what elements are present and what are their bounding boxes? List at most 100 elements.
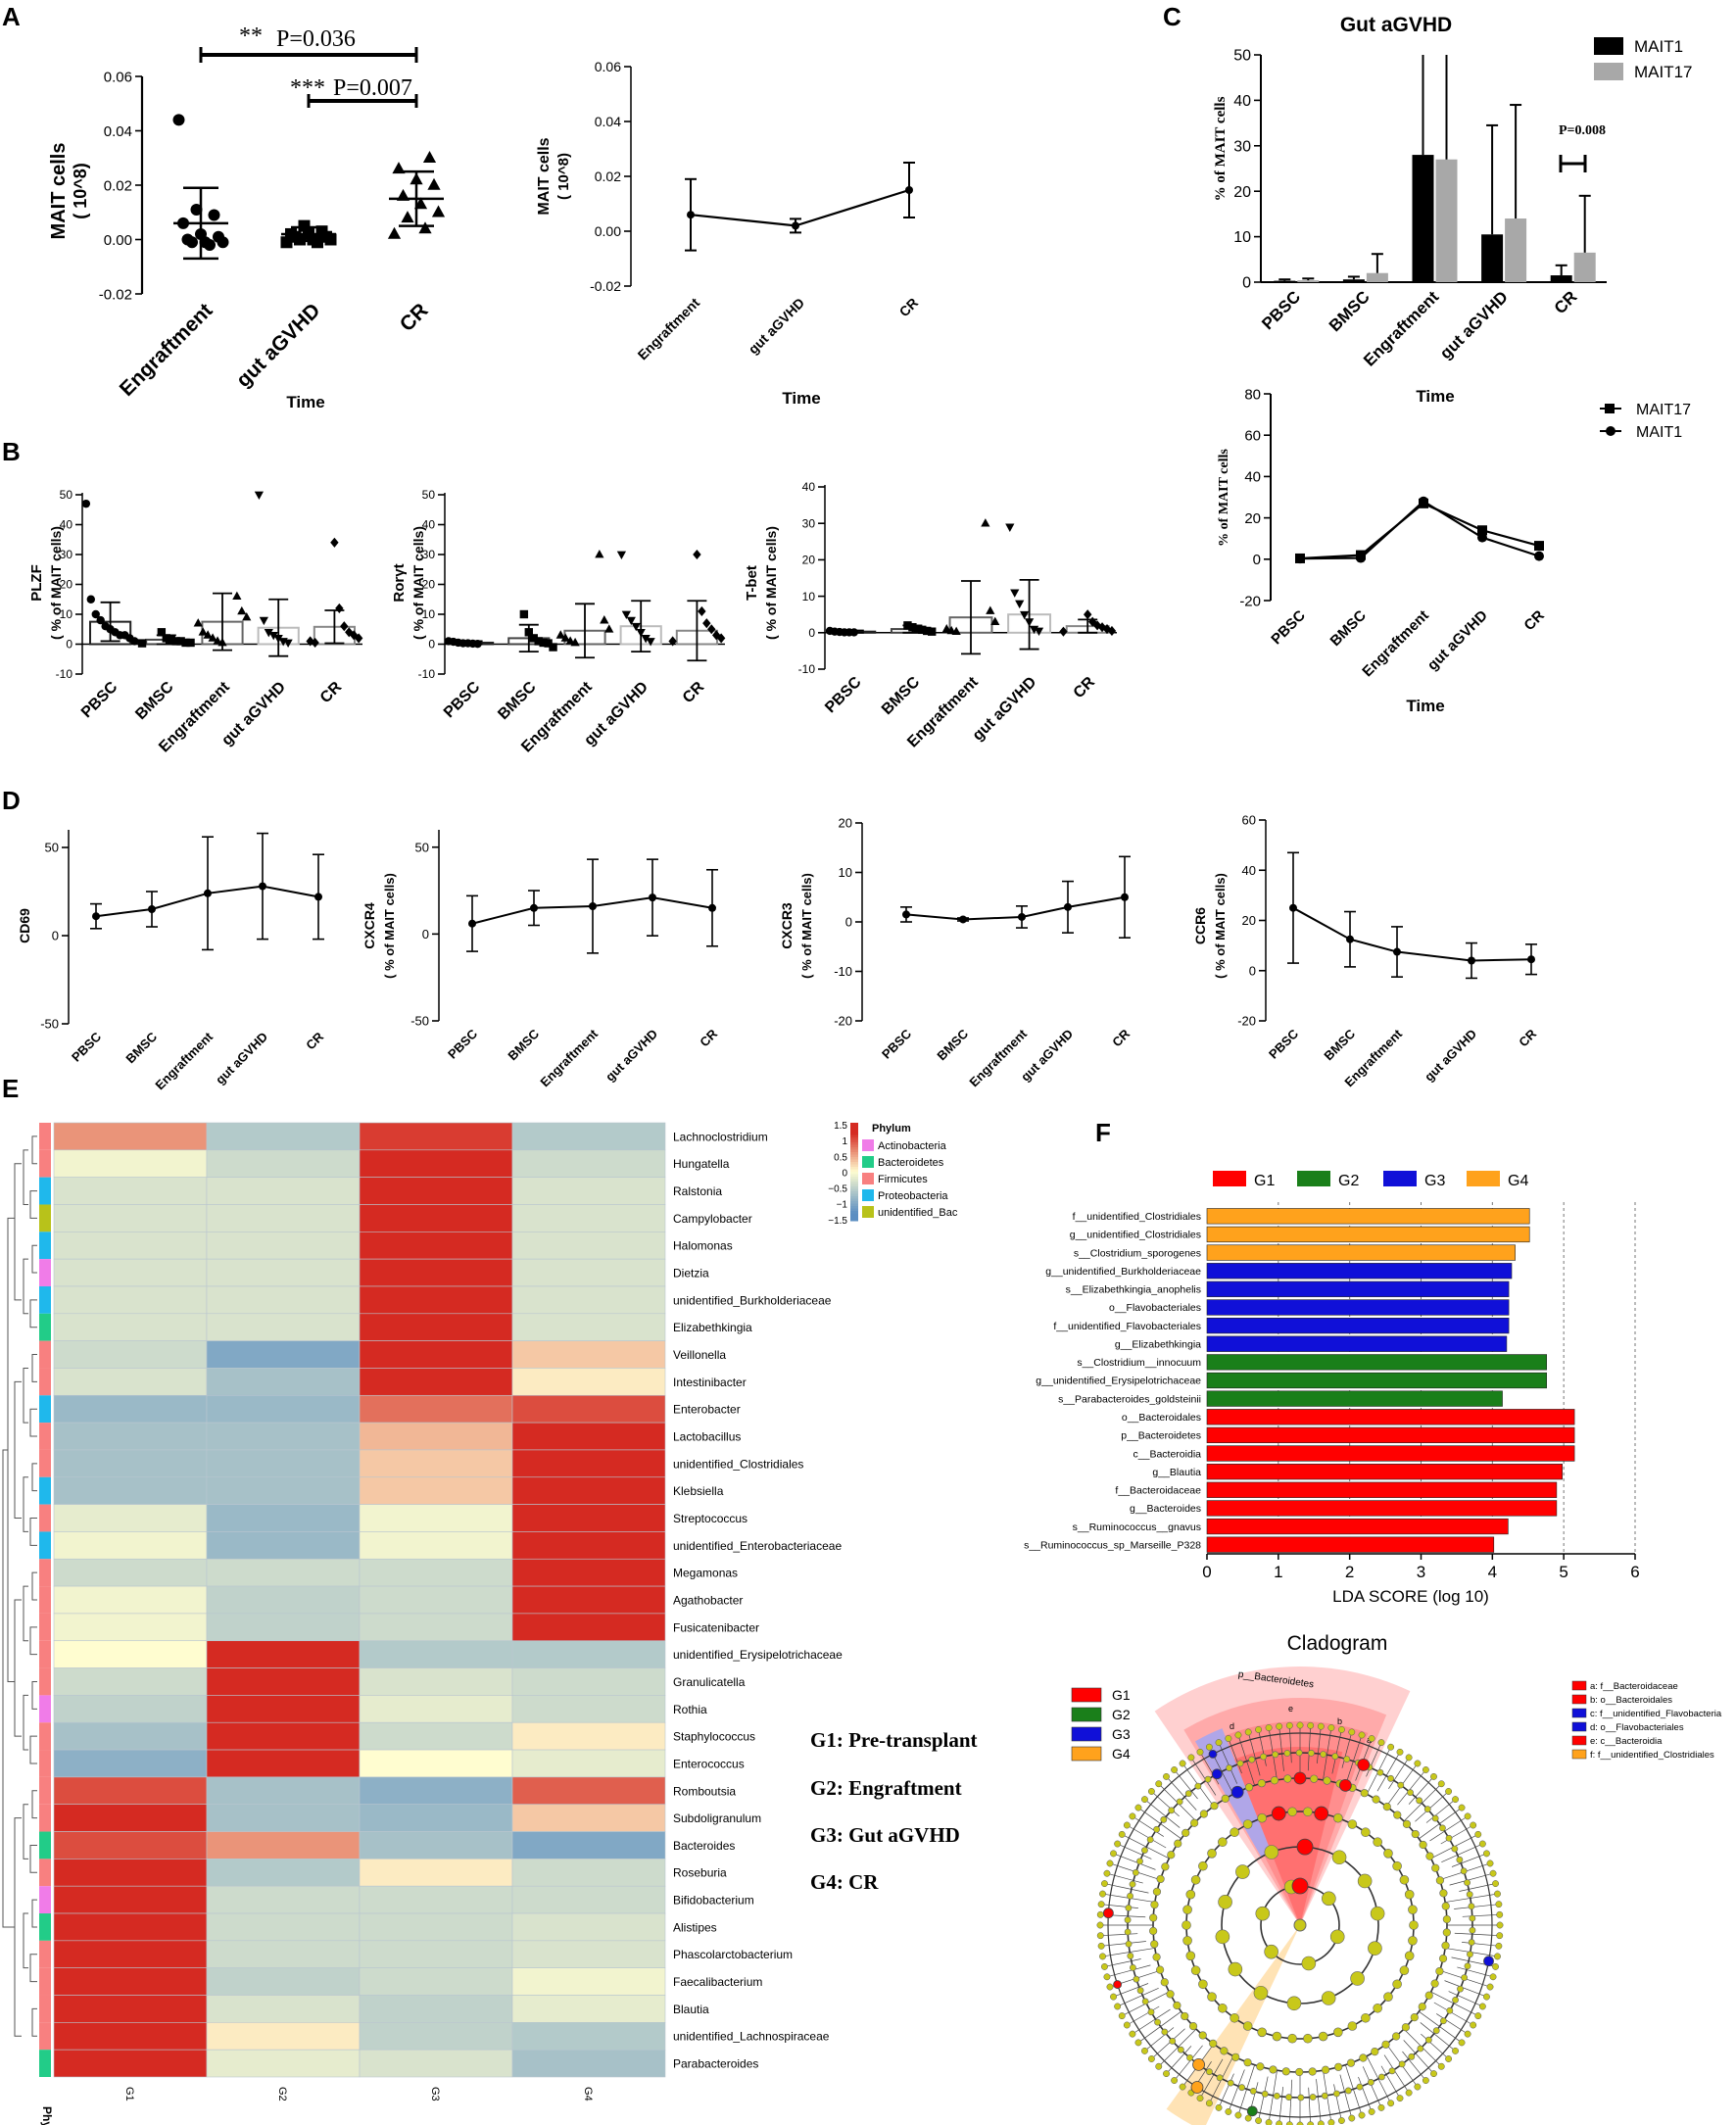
scale-step [850, 1135, 858, 1138]
clado-node [1356, 2083, 1364, 2091]
heat-row-label-19: unidentified_Erysipelotrichaceae [673, 1648, 843, 1662]
clado-key-label-4: e: c__Bacteroidia [1590, 1736, 1663, 1747]
heat-cell-3-0 [53, 1204, 208, 1232]
lda-bar-3 [1206, 1263, 1513, 1280]
d2-ylabel: CXCR4 [362, 902, 377, 949]
clado-node [1230, 1827, 1239, 1838]
b-roryt-pt-4-4 [712, 630, 721, 641]
panel-d-cxcr4: CXCR4 ( % of MAIT cells) 50 0 -50 PBSC BMSCE… [362, 830, 721, 1089]
lda-bar-16 [1206, 1500, 1558, 1517]
clado-node [1285, 2094, 1292, 2101]
c1-xcat-3: gut aGVHD [1436, 287, 1512, 362]
note-g1: G1: Pre-transplant [810, 1728, 978, 1752]
clado-spoke [1451, 1853, 1487, 1867]
c2-ytick-label-3: 20 [1244, 510, 1261, 527]
heat-row-label-6: unidentified_Burkholderiaceae [673, 1293, 832, 1307]
heat-cell-16-3 [511, 1558, 666, 1587]
clado-node [1392, 2032, 1401, 2041]
clado-highlight-8 [1293, 1771, 1307, 1785]
heat-cell-24-1 [206, 1776, 361, 1806]
clado-node [1411, 1829, 1420, 1839]
clado-leaf [1141, 2047, 1148, 2054]
clado-spoke [1408, 1776, 1434, 1805]
d-cxcr4-ytick-label-1: 0 [422, 927, 429, 942]
heat-row-label-23: Enterococcus [673, 1757, 745, 1770]
a2-series-line [690, 188, 910, 227]
c2-pt-MAIT1-3 [1477, 532, 1487, 543]
heat-cell-24-3 [511, 1776, 666, 1806]
clado-highlight-9 [1357, 1758, 1371, 1771]
heat-cell-19-2 [359, 1640, 513, 1668]
phylum-swatch-2 [862, 1173, 874, 1184]
a2-ytick-label-1: 0.04 [595, 114, 621, 129]
clado-spoke [1358, 2076, 1373, 2112]
clado-node [1424, 1991, 1433, 2000]
lda-xtick-label-5: 5 [1559, 1563, 1567, 1581]
lda-legend-swatch-0 [1213, 1171, 1246, 1186]
lda-bar-label-5: o__Flavobacteriales [1109, 1302, 1201, 1314]
clado-leaf [1101, 1962, 1108, 1970]
lda-xlabel: LDA SCORE (log 10) [1332, 1587, 1489, 1606]
clado-node [1124, 1928, 1132, 1936]
clado-node [1308, 2067, 1317, 2076]
clado-node [1190, 1818, 1199, 1827]
clado-node [1387, 1774, 1394, 1782]
d4-ylabel-unit: ( % of MAIT cells) [1213, 873, 1228, 979]
clado-leaf [1096, 1910, 1104, 1918]
clado-leaf [1101, 1880, 1108, 1888]
clado-leaf [1244, 1728, 1252, 1736]
clado-spoke [1237, 2064, 1255, 2116]
c1-bar-MAIT17-3 [1505, 218, 1527, 282]
b-tbet-pt-3-6 [1034, 627, 1044, 636]
b-tbet-pt-1-5 [928, 627, 937, 636]
b-roryt-xcat-4: CR [680, 678, 708, 706]
dendro-branch [31, 1790, 37, 1819]
phylum-cell-9 [39, 1368, 51, 1396]
clado-leaf [1215, 2103, 1223, 2111]
b-roryt-pt-2-0 [595, 549, 604, 558]
scale-step [850, 1157, 858, 1160]
phylum-cell-0 [39, 1123, 51, 1150]
clado-legend-swatch-3 [1071, 1746, 1102, 1762]
clado-spoke [1144, 2027, 1175, 2052]
lda-bar-2 [1206, 1244, 1516, 1261]
clado-node [1401, 2023, 1410, 2032]
heat-cell-23-0 [53, 1749, 208, 1778]
clado-leaf [1114, 1840, 1122, 1848]
d-cxcr3-xcat-0: PBSC [879, 1026, 915, 1062]
a1-ytick-label-3: 0.00 [104, 232, 132, 249]
d-cd69-pt-3 [259, 882, 266, 891]
scale-step [850, 1193, 858, 1197]
d-ccr6-ytick-label-0: 60 [1242, 813, 1256, 828]
lda-xtick-label-0: 0 [1202, 1563, 1211, 1581]
c1-bar-MAIT1-3 [1481, 234, 1504, 282]
heat-cell-18-0 [53, 1613, 208, 1642]
clado-leaf [1492, 1962, 1499, 1970]
clado-spoke [1151, 1791, 1180, 1817]
heat-cell-20-1 [206, 1667, 361, 1696]
clado-node [1423, 1806, 1431, 1813]
c2-ytick-label-1: 60 [1244, 427, 1261, 444]
clado-node [1260, 1753, 1267, 1761]
clado-node [1161, 2028, 1169, 2036]
heat-cell-5-3 [511, 1258, 666, 1287]
clado-leaf [1414, 2083, 1422, 2091]
phylum-cell-29 [39, 1913, 51, 1941]
sector-family [1234, 1747, 1343, 1925]
b-roryt-ytick-label-1: 40 [422, 518, 436, 532]
b-plzf-pt-2-1 [237, 605, 247, 615]
phylum-swatch-1 [862, 1156, 874, 1168]
clado-spoke [1433, 2002, 1473, 2026]
d-ccr6-ytick-label-4: -20 [1237, 1014, 1256, 1029]
clado-spoke [1444, 1980, 1487, 1998]
d-cxcr4-pt-3 [649, 893, 656, 902]
lda-bar-label-15: f__Bacteroidaceae [1115, 1485, 1201, 1497]
clado-node [1442, 1914, 1451, 1924]
clado-leaf [1317, 1722, 1325, 1730]
c2-ytick-label-2: 40 [1244, 469, 1261, 486]
lda-bar-label-12: p__Bacteroidetes [1121, 1430, 1201, 1442]
c2-line-MAIT17 [1299, 502, 1540, 560]
clado-spoke [1345, 1734, 1363, 1786]
scale-step [850, 1218, 858, 1222]
heat-row-label-30: Phascolarctobacterium [673, 1948, 793, 1961]
